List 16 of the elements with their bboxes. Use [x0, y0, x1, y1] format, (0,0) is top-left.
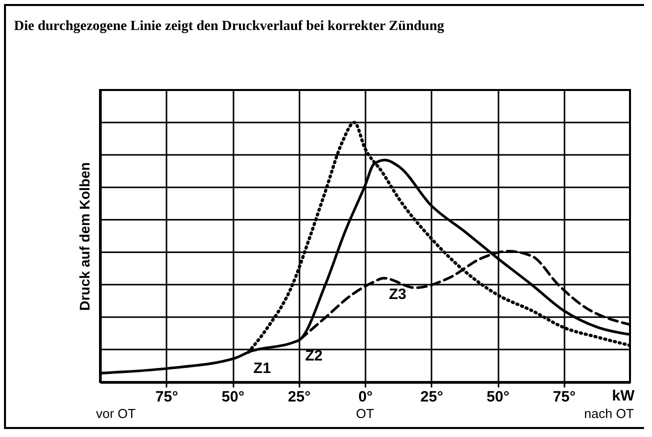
- y-axis-title: Druck auf dem Kolben: [76, 162, 92, 311]
- chart-title: Die durchgezogene Linie zeigt den Druckverlauf bei korrekter Zündung: [14, 19, 444, 34]
- annotation: Z2: [305, 347, 323, 364]
- annotation: Z3: [388, 286, 406, 304]
- text: vor OT: [96, 406, 136, 421]
- x-axis-title: kW: [612, 388, 636, 404]
- text: nach OT: [584, 406, 634, 421]
- x-tick-label: 25°: [288, 388, 311, 406]
- x-tick-label: 50°: [222, 388, 244, 406]
- x-tick-label: 50°: [486, 388, 510, 406]
- x-tick-label: 0°: [358, 388, 373, 406]
- x-tick-label: 75°: [552, 388, 576, 406]
- text: OT: [356, 406, 374, 421]
- annotation: Z1: [253, 360, 271, 378]
- x-tick-label: 75°: [155, 388, 178, 406]
- x-tick-label: 25°: [420, 388, 444, 406]
